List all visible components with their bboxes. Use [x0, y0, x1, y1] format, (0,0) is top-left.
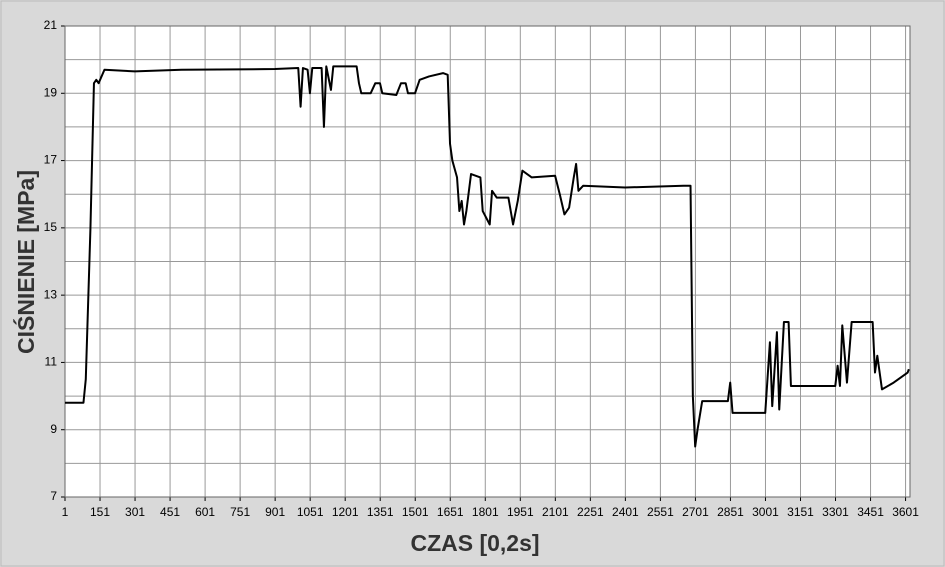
x-tick-label: 751 [230, 505, 250, 519]
x-tick-label: 301 [125, 505, 145, 519]
y-tick-label: 19 [44, 85, 58, 99]
x-tick-label: 3301 [822, 505, 849, 519]
x-tick-label: 901 [265, 505, 285, 519]
x-tick-label: 3451 [857, 505, 884, 519]
x-tick-label: 1051 [297, 505, 324, 519]
x-tick-label: 2251 [577, 505, 604, 519]
x-tick-label: 1 [62, 505, 69, 519]
plot-border [64, 25, 911, 498]
x-tick-label: 2401 [612, 505, 639, 519]
x-axis-title: CZAS [0,2s] [410, 530, 539, 556]
y-tick-label: 11 [45, 355, 58, 369]
y-tick-label: 7 [50, 489, 57, 503]
x-tick-label: 151 [90, 505, 110, 519]
x-tick-label: 3151 [787, 505, 814, 519]
x-tick-label: 601 [195, 505, 215, 519]
x-tick-label: 1801 [472, 505, 499, 519]
y-tick-label: 13 [44, 287, 58, 301]
y-tick-label: 15 [44, 220, 58, 234]
x-tick-label: 2701 [682, 505, 709, 519]
y-tick-label: 9 [50, 422, 57, 436]
data-line [65, 65, 910, 448]
x-tick-label: 1951 [507, 505, 534, 519]
x-tick-label: 3001 [752, 505, 779, 519]
y-tick-label: 21 [44, 18, 58, 32]
y-axis-title: CIŚNIENIE [MPa] [12, 170, 39, 354]
x-tick-label: 2101 [542, 505, 569, 519]
x-tick-label: 1651 [437, 505, 464, 519]
x-tick-label: 2551 [647, 505, 674, 519]
x-tick-label: 451 [160, 505, 180, 519]
x-tick-label: 1201 [332, 505, 359, 519]
x-tick-label: 3601 [892, 505, 919, 519]
y-tick-label: 17 [44, 153, 58, 167]
x-tick-label: 2851 [717, 505, 744, 519]
x-tick-label: 1501 [402, 505, 429, 519]
x-tick-label: 1351 [367, 505, 394, 519]
